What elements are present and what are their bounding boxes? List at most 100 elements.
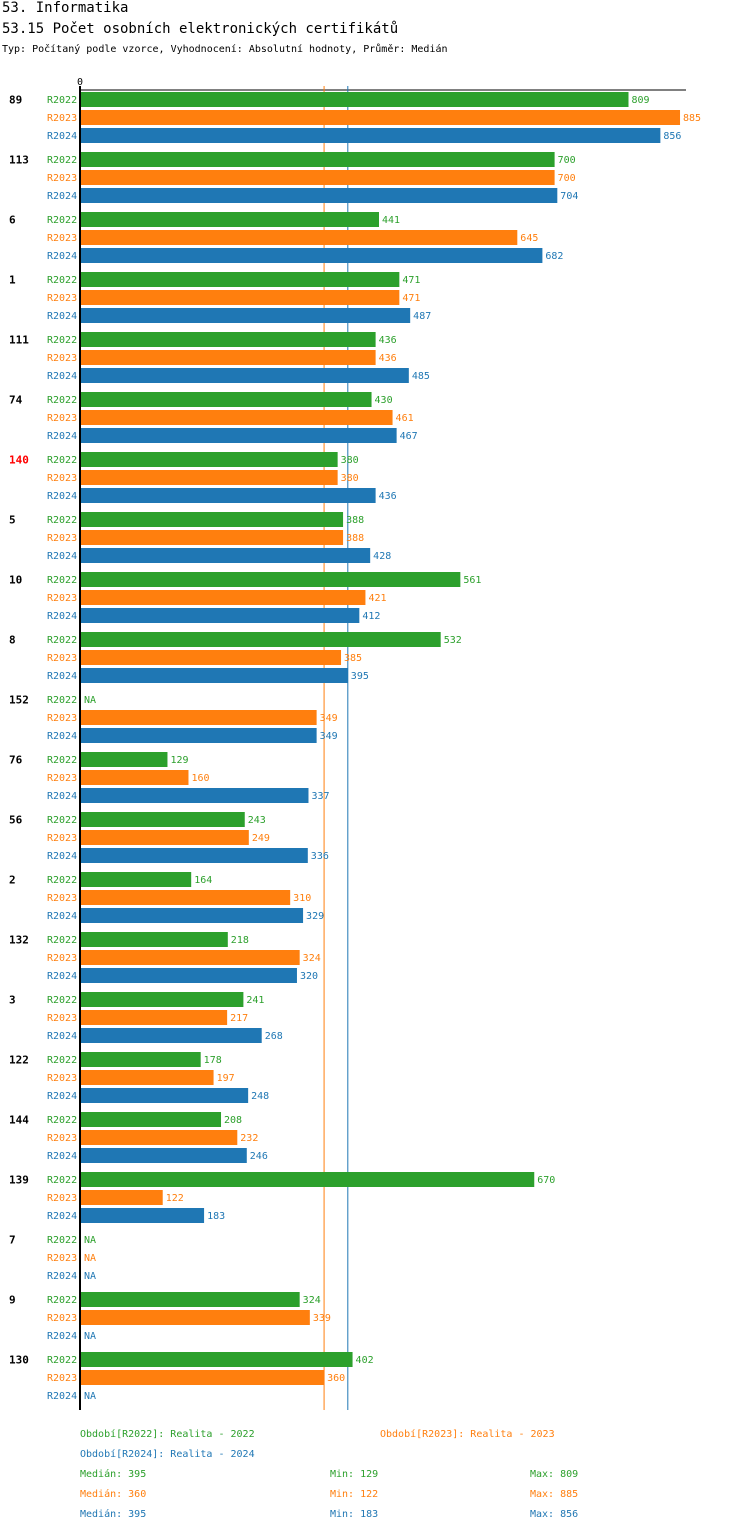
category-label: 9 xyxy=(9,1294,16,1307)
series-label: R2022 xyxy=(47,335,77,346)
value-label: 320 xyxy=(300,971,318,982)
bar-r2024 xyxy=(80,248,543,263)
bar-r2022 xyxy=(80,452,338,467)
bar-r2022 xyxy=(80,812,245,827)
bar-r2023 xyxy=(80,1190,163,1205)
bar-r2023 xyxy=(80,470,338,485)
bar-r2022 xyxy=(80,212,379,227)
bar-r2024 xyxy=(80,908,304,923)
category-label: 6 xyxy=(9,214,16,227)
category-label: 111 xyxy=(9,334,29,347)
category-label: 89 xyxy=(9,94,22,107)
bar-r2024 xyxy=(80,1028,262,1043)
series-label: R2023 xyxy=(47,1073,77,1084)
value-label: 324 xyxy=(303,1295,321,1306)
category-label: 132 xyxy=(9,934,29,947)
value-label: 700 xyxy=(558,155,576,166)
category-label: 130 xyxy=(9,1354,29,1367)
bar-r2022 xyxy=(80,272,400,287)
value-label: 310 xyxy=(293,893,311,904)
value-label: 809 xyxy=(632,95,650,106)
series-label: R2024 xyxy=(47,371,77,382)
series-label: R2024 xyxy=(47,971,77,982)
bar-r2022 xyxy=(80,632,441,647)
bar-r2023 xyxy=(80,1070,214,1085)
series-label: R2024 xyxy=(47,251,77,262)
series-label: R2022 xyxy=(47,755,77,766)
bar-r2024 xyxy=(80,488,376,503)
value-label: 243 xyxy=(248,815,266,826)
bar-r2022 xyxy=(80,1112,222,1127)
series-label: R2024 xyxy=(47,311,77,322)
bar-r2023 xyxy=(80,890,291,905)
bar-r2023 xyxy=(80,950,300,965)
value-label-na: NA xyxy=(84,1271,96,1282)
value-label: 246 xyxy=(250,1151,268,1162)
bar-r2024 xyxy=(80,668,348,683)
value-label: 670 xyxy=(537,1175,555,1186)
value-label: 430 xyxy=(375,395,393,406)
bar-r2022 xyxy=(80,152,555,167)
series-label: R2022 xyxy=(47,515,77,526)
value-label: 178 xyxy=(204,1055,222,1066)
value-label: 380 xyxy=(341,455,359,466)
series-label: R2023 xyxy=(47,1193,77,1204)
series-label: R2024 xyxy=(47,851,77,862)
bar-r2024 xyxy=(80,968,297,983)
category-label: 76 xyxy=(9,754,23,767)
bar-r2022 xyxy=(80,1352,353,1367)
value-label: 441 xyxy=(382,215,400,226)
value-label: 421 xyxy=(368,593,386,604)
series-label: R2022 xyxy=(47,1175,77,1186)
value-label: 164 xyxy=(194,875,212,886)
bar-r2024 xyxy=(80,788,309,803)
legend-median-r2024: Medián: 395 xyxy=(80,1508,146,1520)
bar-r2024 xyxy=(80,848,308,863)
value-label: 337 xyxy=(311,791,329,802)
category-label: 122 xyxy=(9,1054,29,1067)
bar-r2023 xyxy=(80,350,376,365)
value-label: 336 xyxy=(311,851,329,862)
bar-r2023 xyxy=(80,230,518,245)
bar-r2022 xyxy=(80,572,461,587)
bar-r2022 xyxy=(80,1292,300,1307)
series-label: R2022 xyxy=(47,575,77,586)
value-label: 339 xyxy=(313,1313,331,1324)
bar-r2024 xyxy=(80,1148,247,1163)
category-label: 140 xyxy=(9,454,29,467)
bar-r2023 xyxy=(80,770,189,785)
legend-max-r2022: Max: 809 xyxy=(530,1469,578,1480)
value-label: 388 xyxy=(346,533,364,544)
series-label: R2024 xyxy=(47,431,77,442)
page-title: 53. Informatika xyxy=(2,0,129,16)
value-label: 197 xyxy=(217,1073,235,1084)
series-label: R2024 xyxy=(47,731,77,742)
value-label: 217 xyxy=(230,1013,248,1024)
bar-r2022 xyxy=(80,872,192,887)
bar-r2024 xyxy=(80,1088,249,1103)
bar-r2023 xyxy=(80,1010,228,1025)
value-label: 412 xyxy=(362,611,380,622)
chart-title: 53.15 Počet osobních elektronických cert… xyxy=(2,21,399,37)
series-label: R2024 xyxy=(47,1271,77,1282)
category-label: 56 xyxy=(9,814,23,827)
bar-r2023 xyxy=(80,110,681,125)
bar-r2023 xyxy=(80,650,342,665)
legend-entry-r2023: Období[R2023]: Realita - 2023 xyxy=(380,1428,555,1440)
series-label: R2022 xyxy=(47,395,77,406)
legend-median-r2022: Medián: 395 xyxy=(80,1468,146,1480)
bar-r2022 xyxy=(80,752,168,767)
series-label: R2023 xyxy=(47,773,77,784)
bar-r2023 xyxy=(80,830,249,845)
series-label: R2023 xyxy=(47,893,77,904)
series-label: R2023 xyxy=(47,533,77,544)
series-label: R2024 xyxy=(47,1151,77,1162)
series-label: R2022 xyxy=(47,1295,77,1306)
bar-r2024 xyxy=(80,608,360,623)
value-label: 467 xyxy=(400,431,418,442)
series-label: R2023 xyxy=(47,593,77,604)
legend-min-r2023: Min: 122 xyxy=(330,1489,378,1500)
value-label: 645 xyxy=(520,233,538,244)
series-label: R2023 xyxy=(47,1133,77,1144)
